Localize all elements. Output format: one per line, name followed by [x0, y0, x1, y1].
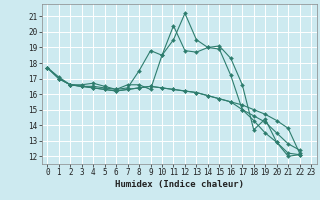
X-axis label: Humidex (Indice chaleur): Humidex (Indice chaleur) [115, 180, 244, 189]
